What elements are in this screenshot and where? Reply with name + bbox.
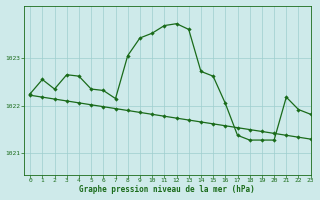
X-axis label: Graphe pression niveau de la mer (hPa): Graphe pression niveau de la mer (hPa) [79,185,255,194]
